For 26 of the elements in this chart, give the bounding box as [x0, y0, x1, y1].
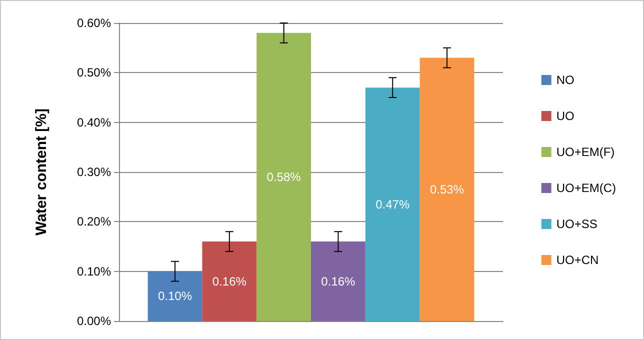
- bar: [256, 32, 311, 321]
- data-label: 0.58%: [266, 170, 302, 184]
- bar: [148, 271, 202, 321]
- legend-label: NO: [556, 73, 574, 87]
- y-tick-label: 0.60%: [76, 16, 112, 30]
- y-tick-label: 0.30%: [76, 165, 112, 179]
- data-label: 0.16%: [321, 274, 356, 288]
- data-label: 0.16%: [212, 274, 247, 288]
- y-tick-label: 0.00%: [76, 314, 112, 328]
- bar: [365, 88, 420, 321]
- legend-label: UO: [556, 109, 574, 123]
- y-tick-label: 0.50%: [76, 66, 112, 80]
- bar: [311, 242, 366, 321]
- legend-label: UO+SS: [556, 217, 598, 231]
- data-label: 0.10%: [158, 289, 192, 304]
- legend-label: UO+EM(C): [556, 181, 616, 195]
- y-axis-title: Water content [%]: [33, 108, 50, 236]
- y-tick-label: 0.20%: [76, 214, 112, 229]
- bar: [420, 58, 474, 321]
- data-label: 0.47%: [376, 197, 410, 212]
- data-label: 0.53%: [430, 182, 464, 196]
- bar: [202, 242, 257, 321]
- legend-label: UO+EM(F): [556, 145, 615, 159]
- y-tick-label: 0.10%: [76, 264, 112, 278]
- y-tick-label: 0.40%: [76, 115, 112, 130]
- legend-label: UO+CN: [556, 253, 599, 267]
